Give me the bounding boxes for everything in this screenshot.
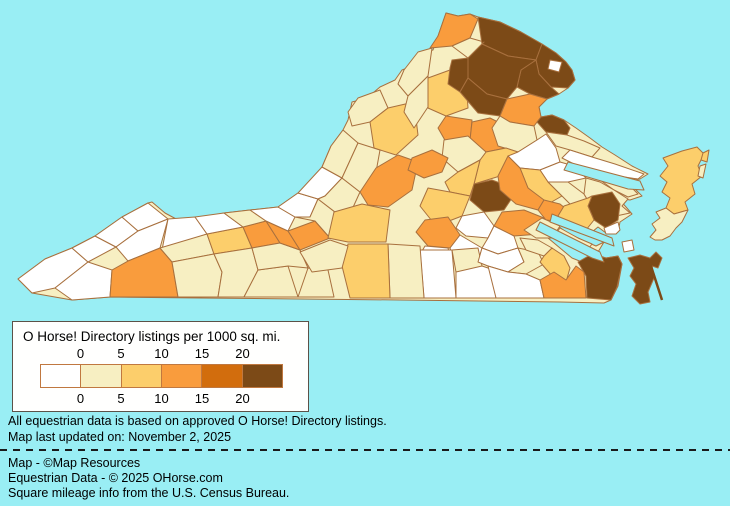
legend-tick-label: 0 (76, 346, 85, 361)
county-westmoreland[interactable] (545, 131, 601, 158)
bay-bridge-tunnel-line (648, 262, 664, 301)
legend-swatch-4 (201, 364, 243, 388)
legend-swatch-5 (241, 364, 283, 388)
county-russell[interactable] (115, 218, 169, 262)
last-updated-text: Map last updated on: November 2, 2025 (8, 430, 232, 444)
map-copyright-text: Map - ©Map Resources (8, 456, 141, 470)
county-island-mid[interactable] (697, 163, 707, 179)
county-isle-of-wight[interactable] (539, 247, 571, 283)
legend-tick-label: 15 (194, 391, 210, 406)
legend-tick-label: 5 (117, 391, 125, 406)
census-attribution-text: Square mileage info from the U.S. Census… (8, 486, 290, 500)
county-augusta-west[interactable] (341, 142, 381, 193)
county-mathews[interactable] (603, 221, 621, 235)
water-york-river (549, 213, 615, 247)
water-james-river (535, 221, 605, 263)
county-nelson[interactable] (407, 149, 449, 179)
county-king-george[interactable] (536, 114, 571, 136)
county-arlington[interactable] (547, 59, 563, 73)
legend-swatch-1 (80, 364, 122, 388)
legend-ticks-bottom: 0 5 10 15 20 (13, 391, 308, 406)
legend-title: O Horse! Directory listings per 1000 sq.… (23, 329, 281, 344)
data-copyright-text: Equestrian Data - © 2025 OHorse.com (8, 471, 223, 485)
county-island-tangier[interactable] (621, 239, 635, 253)
legend-tick-label: 15 (194, 346, 210, 361)
county-augusta[interactable] (359, 154, 419, 208)
legend-tick-label: 20 (235, 346, 250, 361)
county-warren[interactable] (403, 75, 431, 129)
county-franklin[interactable] (299, 239, 349, 273)
county-northampton[interactable] (649, 207, 689, 241)
dashed-separator (0, 449, 730, 451)
county-highland[interactable] (321, 129, 359, 179)
legend-tick-label: 5 (117, 346, 125, 361)
county-bedford[interactable] (327, 203, 391, 243)
county-mecklenburg[interactable] (419, 249, 457, 299)
county-suffolk[interactable] (539, 265, 587, 299)
county-craig[interactable] (249, 206, 296, 232)
legend-box: O Horse! Directory listings per 1000 sq.… (12, 321, 309, 412)
legend-tick-label: 0 (76, 391, 85, 406)
data-disclaimer-text: All equestrian data is based on approved… (8, 414, 387, 428)
legend-swatch-2 (120, 364, 162, 388)
legend-tick-label: 10 (154, 346, 169, 361)
county-pittsylvania[interactable] (341, 243, 391, 299)
legend-swatch-0 (40, 364, 82, 388)
legend-color-ramp (40, 364, 283, 388)
legend-tick-label: 10 (154, 391, 169, 406)
county-grayson[interactable] (171, 253, 223, 298)
legend-tick-label: 20 (235, 391, 250, 406)
county-island-north[interactable] (700, 149, 710, 163)
legend-ticks-top: 0 5 10 15 20 (13, 346, 308, 361)
water-rappahannock-river (563, 161, 645, 191)
county-virginia-beach[interactable] (627, 251, 663, 305)
county-halifax[interactable] (387, 243, 425, 299)
legend-swatch-3 (160, 364, 203, 388)
county-accomack[interactable] (659, 146, 705, 215)
